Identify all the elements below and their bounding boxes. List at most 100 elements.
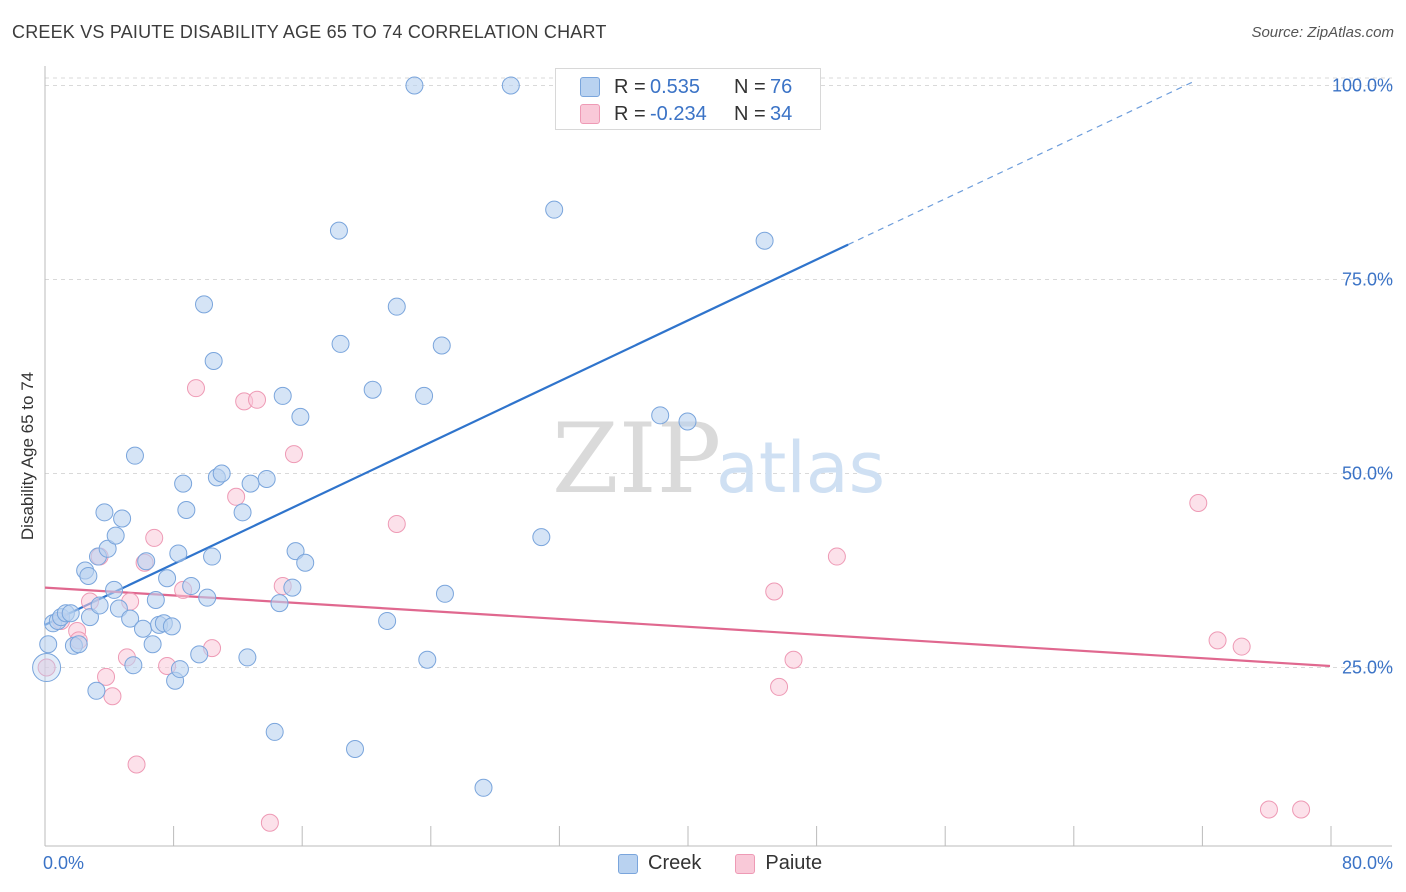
y-tick-label: 75.0%: [1342, 270, 1393, 290]
paiute-label: Paiute: [765, 852, 823, 874]
creek-point: [39, 635, 58, 654]
paiute-point: [260, 813, 279, 832]
legend-row-paiute: R = -0.234 N = 34: [580, 102, 792, 126]
r-value: -0.234: [650, 102, 707, 125]
creek-point: [143, 635, 162, 654]
creek-point: [270, 594, 289, 613]
creek-point: [532, 528, 551, 547]
paiute-swatch: [580, 104, 600, 124]
n-value: 34: [770, 102, 793, 125]
creek-point: [137, 552, 156, 571]
creek-point: [265, 722, 284, 741]
r-value: 0.535: [650, 75, 701, 98]
creek-label: Creek: [648, 852, 702, 874]
creek-point: [329, 221, 348, 240]
watermark-atlas: atlas: [716, 427, 885, 509]
creek-point: [125, 446, 144, 465]
creek-point: [169, 544, 188, 563]
creek-swatch: [580, 77, 600, 97]
creek-point: [204, 352, 223, 370]
creek-point: [415, 386, 434, 405]
tick-labels: 25.0% 50.0% 75.0% 100.0% 0.0% 80.0% Disability…: [18, 76, 1393, 873]
creek-point: [286, 542, 305, 561]
creek-point: [296, 553, 315, 572]
creek-point: [233, 503, 252, 522]
creek-point: [133, 619, 152, 638]
creek-point: [405, 76, 424, 95]
paiute-point: [103, 687, 122, 706]
creek-point: [79, 566, 98, 585]
creek-point: [257, 469, 276, 488]
r-label: R =: [614, 75, 646, 98]
correlation-legend: R = 0.535 N = 76 R = -0.234 N = 34: [555, 68, 821, 130]
trend-lines: [44, 81, 1331, 668]
paiute-point: [387, 514, 406, 533]
n-value: 76: [770, 75, 793, 98]
grid-lines: [45, 77, 1392, 669]
source-credit: Source: ZipAtlas.com: [1251, 24, 1394, 41]
creek-point: [418, 650, 437, 669]
creek-point: [69, 635, 88, 654]
creek-point: [87, 681, 106, 700]
paiute-point: [37, 658, 56, 677]
creek-point: [283, 578, 302, 597]
paiute-point: [1232, 637, 1251, 656]
creek-point: [346, 740, 365, 758]
y-tick-label: 25.0%: [1342, 658, 1393, 678]
creek-point: [387, 297, 406, 316]
creek-point: [121, 609, 140, 628]
axes: [44, 66, 1392, 847]
paiute-point: [770, 677, 789, 696]
paiute-point: [1259, 800, 1278, 819]
creek-point: [177, 500, 196, 519]
paiute-point: [784, 650, 803, 669]
paiute-point: [827, 547, 846, 566]
creek-point: [198, 588, 217, 607]
creek-point: [432, 336, 451, 355]
creek-point: [90, 596, 109, 615]
legend-row-creek: R = 0.535 N = 76: [580, 75, 792, 99]
creek-point: [363, 380, 382, 399]
creek-point: [105, 580, 124, 599]
x-tick-label: 0.0%: [43, 853, 84, 873]
paiute-point: [97, 667, 116, 686]
paiute-point: [248, 390, 267, 409]
r-label: R =: [614, 102, 646, 125]
creek-point: [158, 569, 177, 588]
n-label: N =: [734, 75, 766, 98]
creek-point: [651, 406, 670, 425]
creek-point: [80, 608, 99, 627]
paiute-point: [145, 528, 164, 547]
creek-trend-extension: [847, 81, 1194, 246]
creek-point: [501, 76, 520, 95]
creek-point: [291, 407, 310, 426]
paiute-point: [186, 379, 205, 398]
creek-point: [435, 584, 454, 603]
creek-point: [755, 231, 774, 250]
legend-item-paiute: Paiute: [735, 852, 822, 875]
legend-item-creek: Creek: [618, 852, 701, 875]
chart-title: CREEK VS PAIUTE DISABILITY AGE 65 TO 74 …: [12, 22, 607, 42]
n-label: N =: [734, 102, 766, 125]
creek-point: [162, 617, 181, 636]
creek-point: [238, 648, 257, 667]
creek-point: [241, 474, 260, 493]
creek-point: [174, 474, 193, 493]
paiute-point: [127, 755, 146, 774]
creek-point: [109, 599, 128, 618]
creek-point: [113, 509, 132, 528]
creek-point: [378, 611, 397, 630]
paiute-point: [765, 582, 784, 601]
creek-point: [474, 778, 493, 797]
paiute-trend-line: [44, 586, 1331, 668]
creek-point: [98, 539, 117, 558]
y-tick-label: 100.0%: [1332, 76, 1393, 96]
creek-point: [190, 645, 209, 664]
paiute-point: [1208, 631, 1227, 650]
creek-point: [106, 526, 125, 545]
creek-point: [124, 656, 143, 675]
creek-point: [212, 464, 231, 483]
paiute-swatch: [735, 853, 756, 874]
